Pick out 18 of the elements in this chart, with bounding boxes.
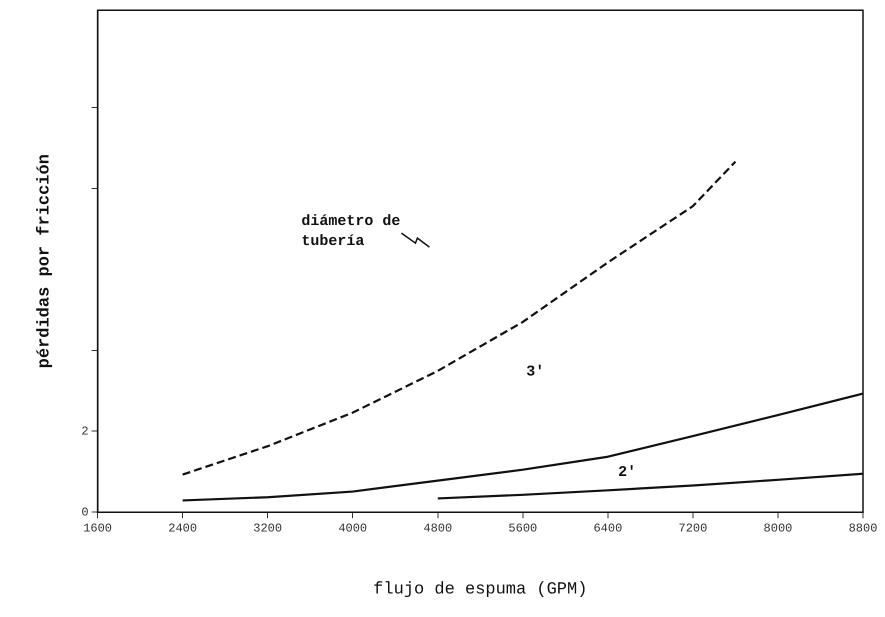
annotation: 3' (526, 363, 544, 380)
x-tick-label: 3200 (253, 522, 282, 536)
annotation: 2' (618, 464, 636, 481)
x-tick-label: 7200 (678, 522, 708, 536)
x-tick-label: 5600 (508, 522, 538, 536)
y-tick-label: 0 (81, 505, 89, 520)
x-tick-label: 8000 (764, 522, 792, 536)
x-tick-label: 8800 (848, 522, 878, 536)
x-tick-label: 4800 (423, 522, 452, 536)
x-tick-label: 6400 (593, 522, 622, 536)
x-tick-label: 4000 (338, 522, 368, 536)
x-tick-label: 2400 (168, 522, 198, 536)
x-axis-title: flujo de espuma (GPM) (373, 580, 588, 600)
annotation: diámetro de tubería (301, 212, 400, 250)
line-series (182, 160, 737, 476)
y-axis-title: pérdidas por fricción (35, 154, 54, 368)
y-tick-label: 2 (81, 424, 89, 438)
x-tick-label: 1600 (83, 522, 112, 536)
